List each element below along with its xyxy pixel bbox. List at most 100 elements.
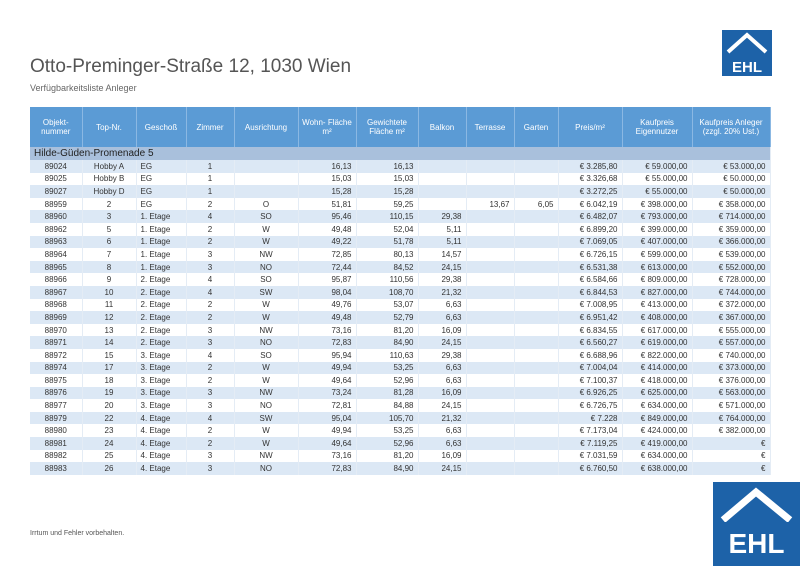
column-header: Garten (514, 107, 559, 147)
table-cell: 2. Etage (136, 311, 187, 324)
table-cell: € 418.000,00 (622, 374, 693, 387)
table-cell: 49,48 (298, 311, 357, 324)
table-cell: 89027 (30, 185, 83, 198)
table-cell: € 53.000,00 (692, 160, 771, 173)
table-cell (466, 285, 515, 299)
table-cell: 19 (82, 386, 137, 400)
table-cell: 4 (186, 285, 235, 299)
table-row: 88960 3 1. Etage 4 SO 95,46 110,15 29,38 € 6.482… (30, 210, 771, 223)
table-cell: 21,32 (418, 285, 467, 299)
table-cell: 88964 (30, 248, 83, 261)
column-header: Top-Nr. (82, 107, 137, 147)
table-cell: € 59.000,00 (622, 160, 693, 173)
table-cell: € 7.119,25 (558, 437, 623, 450)
table-cell: NO (234, 399, 299, 412)
table-cell: € 55.000,00 (622, 185, 693, 198)
table-cell (514, 311, 559, 324)
table-cell: € 6.560,27 (558, 336, 623, 349)
table-cell: 16,09 (418, 323, 467, 337)
table-cell: 14,57 (418, 248, 467, 261)
table-cell: 15,03 (356, 172, 419, 186)
column-header: Kaufpreis Eigennutzer (622, 107, 693, 147)
table-cell: W (234, 374, 299, 387)
table-cell (514, 374, 559, 387)
table-cell: € 6.899,20 (558, 222, 623, 236)
column-header: Terrasse (466, 107, 515, 147)
table-cell: 24,15 (418, 462, 467, 475)
table-row: 88980 23 4. Etage 2 W 49,94 53,25 6,63 € 7.173,0… (30, 424, 771, 438)
table-cell (514, 399, 559, 412)
table-cell: 3. Etage (136, 361, 187, 375)
table-cell (514, 248, 559, 261)
table-cell: 72,85 (298, 248, 357, 261)
table-cell: 15,03 (298, 172, 357, 186)
table-cell: 88969 (30, 311, 83, 324)
table-cell: 26 (82, 462, 137, 475)
table-cell (466, 424, 515, 438)
table-cell: 52,96 (356, 374, 419, 387)
table-row: 88967 10 2. Etage 4 SW 98,04 108,70 21,32 € 6.84… (30, 285, 771, 299)
table-cell: 17 (82, 361, 137, 375)
table-cell: € 625.000,00 (622, 386, 693, 400)
table-cell (418, 160, 467, 173)
table-row: 88969 12 2. Etage 2 W 49,48 52,79 6,63 € 6.951,4… (30, 311, 771, 324)
table-cell: € 373.000,00 (692, 361, 771, 375)
table-cell: 9 (82, 273, 137, 286)
table-cell: W (234, 311, 299, 324)
column-header: Kaufpreis Anleger (zzgl. 20% Ust.) (692, 107, 771, 147)
table-row: 88975 18 3. Etage 2 W 49,64 52,96 6,63 € 7.100,3… (30, 374, 771, 387)
table-row: 88965 8 1. Etage 3 NO 72,44 84,52 24,15 € 6.531,… (30, 260, 771, 274)
table-cell: € 6.584,66 (558, 273, 623, 286)
table-cell: € 414.000,00 (622, 361, 693, 375)
table-cell: 10 (82, 285, 137, 299)
table-cell: 4 (186, 273, 235, 286)
table-cell: 52,04 (356, 222, 419, 236)
table-cell: 95,46 (298, 210, 357, 223)
table-cell: 3. Etage (136, 386, 187, 400)
table-cell: 7 (82, 248, 137, 261)
table-cell: € 3.285,80 (558, 160, 623, 173)
table-cell: 52,96 (356, 437, 419, 450)
table-cell (466, 185, 515, 198)
table-cell: € 619.000,00 (622, 336, 693, 349)
table-cell: € 50.000,00 (692, 185, 771, 198)
table-cell: 1 (186, 160, 235, 173)
table-row: 88972 15 3. Etage 4 SO 95,94 110,63 29,38 € 6.68… (30, 348, 771, 362)
table-cell: 13,67 (466, 197, 515, 211)
logo-house (726, 32, 768, 54)
table-cell: 72,81 (298, 399, 357, 412)
table-cell: € 367.000,00 (692, 311, 771, 324)
table-cell: Hobby B (82, 172, 137, 186)
table-cell (466, 399, 515, 412)
table-cell: € 6.726,15 (558, 248, 623, 261)
table-cell: 88981 (30, 437, 83, 450)
table-cell: NO (234, 336, 299, 349)
table-cell: € 6.042,19 (558, 197, 623, 211)
table-cell: 98,04 (298, 285, 357, 299)
table-cell: € 382.000,00 (692, 424, 771, 438)
table-cell: 2. Etage (136, 336, 187, 349)
table-cell: € 6.726,75 (558, 399, 623, 412)
table-cell: 29,38 (418, 210, 467, 223)
table-cell (466, 361, 515, 375)
table-cell: NO (234, 260, 299, 274)
table-cell: € 424.000,00 (622, 424, 693, 438)
table-cell: € 744.000,00 (692, 285, 771, 299)
table-cell: € 6.844,53 (558, 285, 623, 299)
table-cell: 88963 (30, 235, 83, 249)
table-cell: 84,88 (356, 399, 419, 412)
table-cell: 4 (186, 210, 235, 223)
table-row: 89027 Hobby D EG 1 15,28 15,28 € 3.272,25 € 55.… (30, 185, 771, 198)
table-cell: 49,64 (298, 374, 357, 387)
table-cell: € 55.000,00 (622, 172, 693, 186)
table-cell (466, 248, 515, 261)
table-cell (514, 185, 559, 198)
column-header: Wohn- Fläche m² (298, 107, 357, 147)
table-cell: 81,20 (356, 449, 419, 463)
table-cell: 88976 (30, 386, 83, 400)
table-cell: 15,28 (356, 185, 419, 198)
table-cell: € 407.000,00 (622, 235, 693, 249)
table-cell: € 3.326,68 (558, 172, 623, 186)
table-cell: € 599.000,00 (622, 248, 693, 261)
table-cell: 88968 (30, 298, 83, 312)
